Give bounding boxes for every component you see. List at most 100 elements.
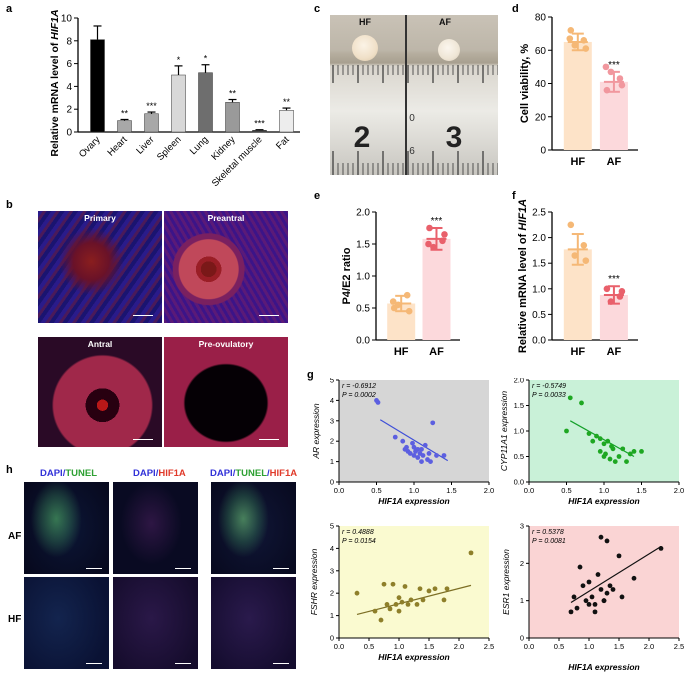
x-axis-label: HIF1A expression xyxy=(378,496,450,506)
x-tick-label: 2.0 xyxy=(454,642,464,651)
significance-stars: *** xyxy=(608,60,620,71)
data-point xyxy=(400,438,406,444)
micrograph-title-preovulatory: Pre-ovulatory xyxy=(198,339,254,349)
x-tick-label: HF xyxy=(394,346,409,358)
micrograph-title-antral: Antral xyxy=(87,339,113,349)
x-tick-label: 1.0 xyxy=(584,642,594,651)
data-point xyxy=(441,453,447,458)
y-tick-label: 0.0 xyxy=(514,478,524,487)
data-point xyxy=(422,442,428,448)
data-point xyxy=(411,453,417,458)
h-hf-dapi-hif1a xyxy=(113,577,198,669)
bar xyxy=(279,110,294,133)
data-point xyxy=(586,431,592,436)
panel-label-a: a xyxy=(6,3,13,15)
scale-bar xyxy=(259,315,279,316)
data-point xyxy=(411,444,417,450)
scale-bar xyxy=(273,568,289,569)
data-point xyxy=(607,456,613,462)
bar xyxy=(171,74,186,133)
data-point xyxy=(378,617,384,623)
x-tick-label: 2.5 xyxy=(674,642,684,651)
h-col-header-2-part: HIF1A xyxy=(269,468,298,479)
chart-e-p4e2-ratio: 0.0 0.5 1.0 1.5 2.0 P4/E2 ratio HF *** AF xyxy=(341,208,460,358)
data-point xyxy=(415,455,421,460)
data-point xyxy=(425,240,432,248)
data-point xyxy=(393,602,399,607)
scale-bar xyxy=(86,568,102,569)
micrograph-title-preantral: Preantral xyxy=(207,213,245,223)
data-point xyxy=(616,293,624,300)
h-row-label-hf: HF xyxy=(8,614,22,625)
significance-stars: ** xyxy=(283,97,291,107)
bar xyxy=(252,130,267,133)
data-point xyxy=(603,285,611,293)
x-tick-label: 0.0 xyxy=(334,642,344,651)
data-point xyxy=(604,538,610,544)
data-point xyxy=(405,602,411,607)
micrograph-antral: Antral xyxy=(38,337,162,447)
data-point xyxy=(619,594,625,600)
data-point xyxy=(571,252,579,259)
x-tick-label: Ovary xyxy=(77,134,103,160)
y-axis-label: Cell viability, % xyxy=(519,44,531,123)
data-point xyxy=(604,590,610,596)
data-point xyxy=(387,606,393,612)
data-point xyxy=(405,307,413,315)
y-tick-label: 0.0 xyxy=(532,336,546,347)
data-point xyxy=(567,27,575,34)
data-point xyxy=(432,586,438,592)
significance-stars: * xyxy=(177,55,181,65)
x-tick-label: 0.5 xyxy=(561,486,571,495)
y-tick-label: 6 xyxy=(66,59,72,70)
follicle-hf xyxy=(352,35,378,61)
p-value: P = 0.0154 xyxy=(342,538,376,545)
ruler-digit: 6 xyxy=(409,146,415,157)
scatter-fshr-vs-hif1a: 0.0 0.5 1.0 1.5 2.0 2.5 0 1 2 3 4 5 FSHR expression H… xyxy=(309,522,494,663)
x-tick-label: 2.5 xyxy=(484,642,494,651)
h-col-header-2-part: / xyxy=(267,468,270,479)
significance-stars: ** xyxy=(229,89,237,99)
bar xyxy=(563,41,592,150)
x-tick-label: 0.5 xyxy=(554,642,564,651)
bar xyxy=(422,238,451,340)
r-value: r = 0.4888 xyxy=(342,529,374,536)
x-tick-label: AF xyxy=(607,156,622,168)
data-point xyxy=(598,587,604,592)
data-point xyxy=(590,438,596,444)
scatter-ar-vs-hif1a: 0.0 0.5 1.0 1.5 2.0 0 1 2 3 4 5 AR expression HIF1A … xyxy=(311,378,494,506)
y-axis-label: AR expression xyxy=(311,403,321,460)
data-point xyxy=(580,241,588,249)
data-point xyxy=(430,243,437,251)
x-tick-label: AF xyxy=(607,346,622,358)
data-point xyxy=(595,572,601,577)
y-tick-label: 2 xyxy=(330,589,334,598)
y-tick-label: 1.5 xyxy=(532,259,546,270)
y-tick-label: 1.0 xyxy=(514,427,524,436)
h-hf-dapi-tunel xyxy=(24,577,109,669)
y-tick-label: 1 xyxy=(520,596,524,605)
bar xyxy=(117,120,132,133)
y-tick-label: 3 xyxy=(330,416,334,425)
data-point xyxy=(620,446,626,452)
y-tick-label: 0.5 xyxy=(532,310,546,321)
data-point xyxy=(410,440,415,446)
h-col-header-0-part: DAPI xyxy=(40,468,63,479)
scale-bar xyxy=(273,663,289,664)
data-point xyxy=(616,75,624,82)
follicle-af xyxy=(438,39,460,61)
bar xyxy=(144,113,159,133)
data-point xyxy=(402,584,408,589)
data-point xyxy=(441,231,448,238)
x-tick-label: Liver xyxy=(134,134,156,156)
scale-bar xyxy=(175,568,191,569)
data-point xyxy=(420,597,426,603)
y-tick-label: 2 xyxy=(520,559,524,568)
r-value: r = 0.5378 xyxy=(532,529,564,536)
ruler-digit: 2 xyxy=(354,121,371,154)
x-tick-label: 2.0 xyxy=(644,642,654,651)
x-tick-label: 1.5 xyxy=(424,642,434,651)
data-point xyxy=(381,581,387,587)
